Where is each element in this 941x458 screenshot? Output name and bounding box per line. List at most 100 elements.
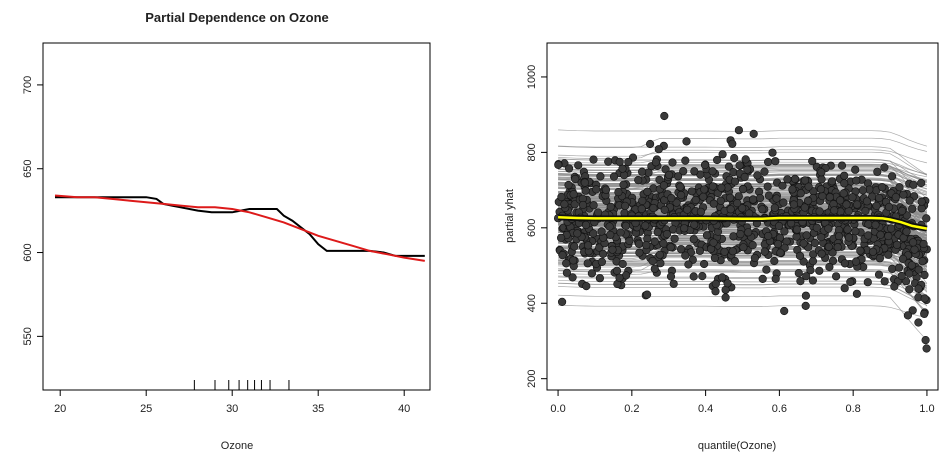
ice-point bbox=[570, 242, 579, 251]
ice-point bbox=[708, 182, 717, 191]
y-tick-label: 600 bbox=[526, 219, 538, 237]
ice-point bbox=[660, 205, 669, 214]
ice-point bbox=[824, 224, 833, 233]
ice-point bbox=[851, 257, 861, 266]
ice-point bbox=[564, 164, 574, 173]
ice-point bbox=[795, 251, 805, 260]
x-tick-label: 0.8 bbox=[846, 403, 861, 415]
y-tick-label: 200 bbox=[526, 370, 538, 388]
ice-point bbox=[634, 239, 644, 248]
ice-point bbox=[824, 242, 833, 251]
ice-point bbox=[884, 202, 894, 212]
ice-point bbox=[558, 251, 567, 260]
ice-point bbox=[905, 269, 914, 278]
ice-point bbox=[564, 180, 573, 190]
ice-point bbox=[624, 157, 633, 167]
ice-point bbox=[861, 206, 870, 216]
ice-point bbox=[676, 182, 685, 191]
ice-point bbox=[668, 158, 677, 167]
y-tick-label: 700 bbox=[22, 76, 34, 94]
pdp-axes: 20 25 30 35 40 550 600 650 700 bbox=[22, 76, 410, 415]
ice-point bbox=[557, 297, 567, 307]
ice-point bbox=[831, 272, 841, 281]
ice-point bbox=[873, 167, 882, 176]
pdp-line-yellow bbox=[558, 216, 928, 230]
ice-point bbox=[580, 178, 590, 187]
ice-point bbox=[691, 195, 700, 205]
ice-point bbox=[592, 185, 601, 194]
ice-point bbox=[660, 111, 669, 121]
ice-point bbox=[840, 179, 849, 188]
ice-point bbox=[758, 205, 767, 214]
pdp-data-layer bbox=[54, 194, 425, 390]
ice-point bbox=[700, 160, 710, 170]
ice-point bbox=[875, 254, 885, 263]
ice-point bbox=[792, 225, 802, 234]
ice-point bbox=[799, 239, 808, 248]
ice-point bbox=[615, 273, 624, 282]
ice-point bbox=[634, 176, 643, 185]
ice-point bbox=[755, 193, 765, 203]
ice-point bbox=[738, 185, 748, 194]
ice-point bbox=[619, 180, 628, 189]
ice-point bbox=[827, 177, 837, 186]
ice-point bbox=[780, 227, 789, 236]
ice-point bbox=[891, 193, 901, 202]
ice-point bbox=[690, 167, 699, 176]
ice-point bbox=[726, 205, 735, 214]
ice-point bbox=[810, 238, 820, 248]
ice-point bbox=[898, 254, 908, 263]
ice-point bbox=[796, 277, 805, 286]
ice-point bbox=[616, 228, 625, 237]
ice-point bbox=[581, 186, 590, 195]
ice-curve bbox=[558, 151, 928, 176]
ice-point bbox=[776, 248, 785, 257]
ice-point bbox=[876, 230, 885, 239]
ice-point bbox=[789, 200, 799, 209]
ice-point bbox=[680, 224, 689, 233]
ice-point bbox=[808, 157, 817, 166]
ice-point bbox=[764, 191, 774, 200]
ice-point bbox=[743, 165, 752, 174]
ice-point bbox=[730, 154, 739, 163]
ice-point bbox=[809, 250, 818, 259]
ice-point bbox=[664, 170, 674, 179]
ice-point bbox=[655, 175, 664, 184]
ice-point bbox=[909, 180, 918, 189]
ice-point bbox=[808, 257, 818, 266]
ice-point bbox=[642, 290, 652, 299]
ice-point bbox=[840, 171, 849, 180]
ice-point bbox=[669, 279, 678, 288]
ice-point bbox=[868, 247, 878, 256]
ice-point bbox=[762, 265, 771, 274]
x-tick-label: 40 bbox=[398, 403, 410, 415]
ice-point bbox=[864, 220, 873, 229]
ice-point bbox=[842, 200, 851, 209]
ice-point bbox=[825, 193, 835, 202]
ice-point bbox=[908, 306, 917, 315]
x-tick-label: 1.0 bbox=[919, 403, 934, 415]
ice-point bbox=[716, 196, 725, 205]
ice-point bbox=[921, 336, 930, 345]
ice-point bbox=[681, 251, 690, 260]
y-tick-label: 550 bbox=[22, 327, 34, 345]
ice-point bbox=[835, 196, 845, 205]
ice-point bbox=[894, 263, 904, 272]
ice-point bbox=[582, 282, 591, 291]
ice-point bbox=[708, 167, 717, 176]
ice-point bbox=[700, 185, 709, 194]
ice-point bbox=[699, 259, 709, 269]
ice-point bbox=[733, 199, 742, 208]
ice-point bbox=[834, 232, 844, 241]
ice-point bbox=[839, 189, 848, 198]
ice-point bbox=[862, 197, 872, 206]
ice-point bbox=[729, 232, 738, 241]
ice-points-group bbox=[553, 111, 931, 353]
y-tick-label: 800 bbox=[526, 143, 538, 161]
ice-point bbox=[897, 271, 906, 281]
ice-point bbox=[679, 167, 688, 176]
ice-point bbox=[852, 176, 861, 185]
ice-point bbox=[858, 186, 868, 195]
ice-point bbox=[801, 301, 810, 311]
ice-point bbox=[625, 236, 634, 245]
